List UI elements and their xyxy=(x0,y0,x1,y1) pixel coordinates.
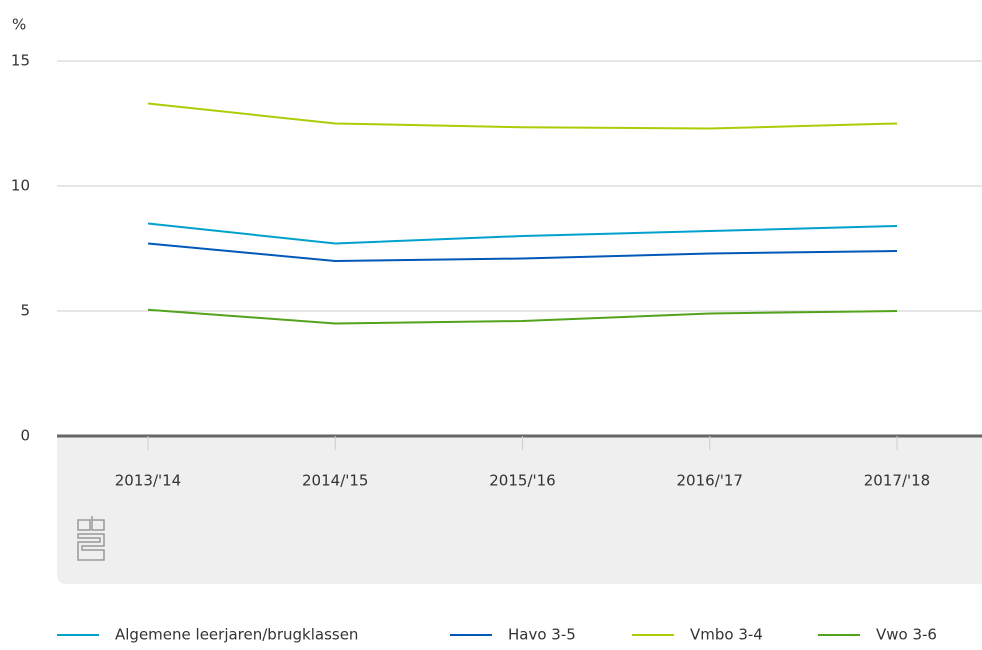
legend-label: Havo 3-5 xyxy=(508,626,576,644)
legend-label: Vmbo 3-4 xyxy=(690,626,763,644)
y-tick-label: 5 xyxy=(20,302,30,320)
legend-label: Vwo 3-6 xyxy=(876,626,937,644)
y-tick-label: 0 xyxy=(20,427,30,445)
x-tick-label: 2016/'17 xyxy=(677,472,743,490)
logo xyxy=(77,516,105,561)
x-tick-label: 2015/'16 xyxy=(489,472,555,490)
x-tick-label: 2014/'15 xyxy=(302,472,368,490)
x-tick-label: 2017/'18 xyxy=(864,472,930,490)
series-line xyxy=(147,102,898,130)
x-tick-label: 2013/'14 xyxy=(115,472,181,490)
series-line xyxy=(147,222,898,245)
y-tick-label: 15 xyxy=(11,52,30,70)
series-line xyxy=(147,308,898,325)
series-line xyxy=(147,242,898,263)
y-tick-label: 10 xyxy=(11,177,30,195)
legend-label: Algemene leerjaren/brugklassen xyxy=(115,626,358,644)
y-axis-label: % xyxy=(12,16,26,34)
x-axis-band xyxy=(57,436,982,584)
